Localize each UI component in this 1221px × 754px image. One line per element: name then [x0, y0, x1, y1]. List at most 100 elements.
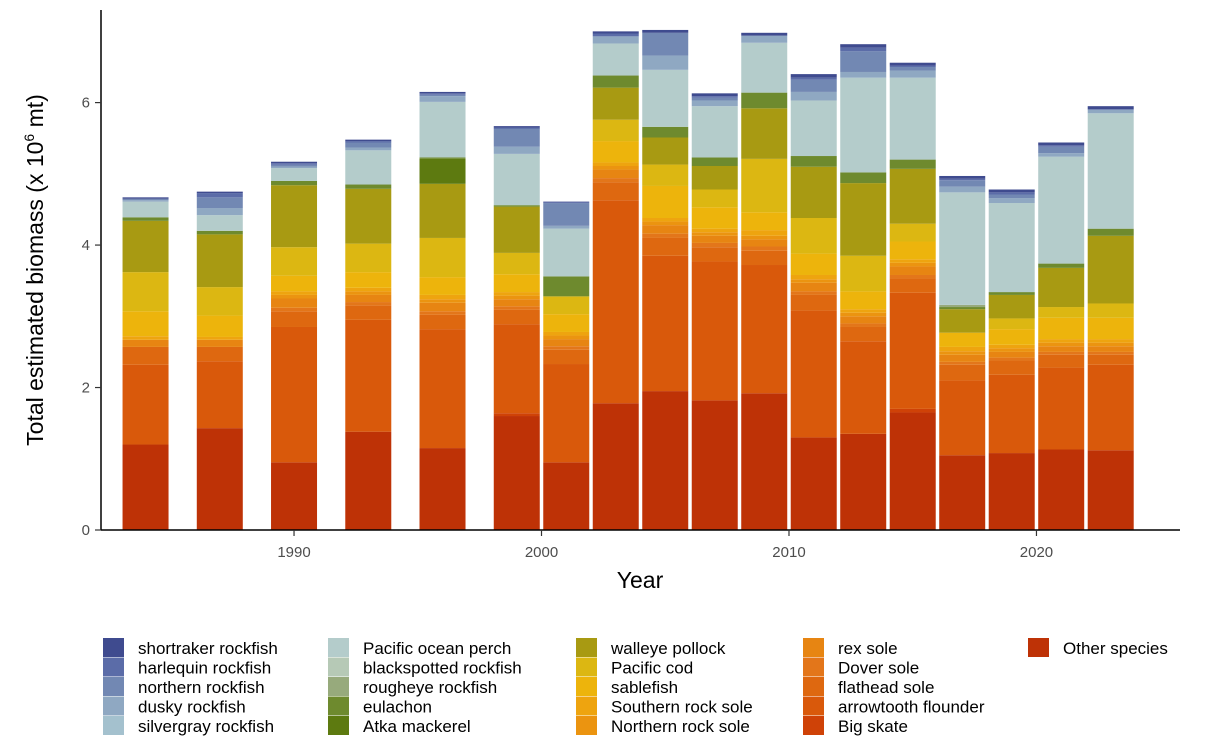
bar-segment-2019-dusky-rockfish — [988, 198, 1035, 204]
bar-segment-1984-dusky-rockfish — [122, 200, 169, 202]
bar-segment-2021-other-species — [1038, 449, 1085, 530]
y-tick-label-6: 6 — [82, 95, 90, 112]
bar-segment-2005-pacific-cod — [642, 164, 689, 186]
legend-swatch-silvergray-rockfish — [103, 716, 124, 735]
bar-segment-2019-southern-rock-sole — [988, 344, 1035, 349]
bar-segment-2001-pacific-cod — [543, 296, 590, 315]
bar-segment-1996-other-species — [419, 448, 466, 530]
bar-segment-1993-flathead-sole — [345, 305, 392, 320]
bar-segment-2019-rex-sole — [988, 351, 1035, 358]
bar-segment-2015-pacific-ocean-perch — [889, 77, 936, 160]
bar-segment-2009-northern-rock-sole — [741, 235, 788, 240]
x-tick-label-2000: 2000 — [525, 544, 558, 561]
x-axis-title: Year — [617, 567, 664, 593]
bar-segment-2015-big-skate — [889, 408, 936, 413]
bar-segment-1990-pacific-ocean-perch — [271, 168, 318, 181]
bar-segment-1984-southern-rock-sole — [122, 336, 169, 340]
bar-segment-1987-other-species — [196, 428, 243, 530]
bar-segment-2021-walleye-pollock — [1038, 267, 1085, 308]
y-tick-label-0: 0 — [82, 522, 90, 539]
bar-segment-1993-dover-sole — [345, 302, 392, 306]
bar-segment-2019-shortraker-rockfish — [988, 189, 1035, 193]
bar-segment-2009-southern-rock-sole — [741, 230, 788, 236]
bar-segment-2001-southern-rock-sole — [543, 331, 590, 336]
bar-segment-2015-sablefish — [889, 241, 936, 260]
bar-segment-1996-shortraker-rockfish — [419, 91, 466, 94]
bar-segment-2007-dusky-rockfish — [691, 100, 738, 107]
bar-segment-2021-rex-sole — [1038, 346, 1085, 352]
bar-segment-2011-flathead-sole — [790, 294, 837, 311]
bar-segment-1993-shortraker-rockfish — [345, 139, 392, 142]
bar-segment-2019-eulachon — [988, 292, 1035, 295]
bar-segment-1984-shortraker-rockfish — [122, 197, 169, 199]
legend-swatch-harlequin-rockfish — [103, 657, 124, 677]
bar-segment-1996-flathead-sole — [419, 314, 466, 330]
bar-segment-2019-northern-rock-sole — [988, 348, 1035, 352]
bar-segment-2015-dusky-rockfish — [889, 70, 936, 78]
bar-segment-2007-pacific-cod — [691, 189, 738, 208]
bar-segment-1990-shortraker-rockfish — [271, 161, 318, 164]
bar-segment-1996-dover-sole — [419, 311, 466, 315]
bar-segment-1996-harlequin-rockfish — [419, 93, 466, 95]
bar-segment-2013-pacific-cod — [840, 255, 887, 292]
bar-segment-2007-sablefish — [691, 207, 738, 229]
bar-segment-2015-walleye-pollock — [889, 168, 936, 224]
bar-segment-2013-dusky-rockfish — [840, 71, 887, 78]
bar-segment-1990-arrowtooth-flounder — [271, 326, 318, 463]
legend-label-big-skate: Big skate — [838, 717, 908, 736]
bar-segment-1990-other-species — [271, 462, 318, 530]
bar-segment-2021-northern-rockfish — [1038, 146, 1085, 154]
bar-segment-2019-other-species — [988, 453, 1035, 530]
bar-segment-2005-dover-sole — [642, 233, 689, 238]
bar-segment-1984-rex-sole — [122, 339, 169, 347]
legend-swatch-pacific-ocean-perch — [328, 638, 349, 657]
bar-segment-2015-northern-rockfish — [889, 66, 936, 71]
bar-segment-1996-rex-sole — [419, 302, 466, 312]
legend-label-rex-sole: rex sole — [838, 639, 898, 658]
bar-segment-2017-rougheye-rockfish — [939, 304, 986, 308]
bar-segment-1987-southern-rock-sole — [196, 336, 243, 340]
bar-segment-2003-pacific-ocean-perch — [592, 43, 639, 76]
bar-segment-2023-harlequin-rockfish — [1087, 109, 1134, 110]
legend-swatch-blackspotted-rockfish — [328, 657, 349, 677]
bar-segment-2019-dover-sole — [988, 357, 1035, 361]
legend-swatch-other-species — [1028, 638, 1049, 657]
legend-swatch-shortraker-rockfish — [103, 638, 124, 657]
bar-segment-2005-sablefish — [642, 185, 689, 218]
bar-segment-2013-shortraker-rockfish — [840, 44, 887, 48]
y-tick-label-2: 2 — [82, 380, 90, 397]
bar-segment-1984-northern-rockfish — [122, 198, 169, 201]
bar-segment-1993-northern-rockfish — [345, 142, 392, 148]
bar-segment-2015-rex-sole — [889, 266, 936, 275]
bar-segment-2009-dover-sole — [741, 246, 788, 251]
bar-segment-1987-dusky-rockfish — [196, 208, 243, 216]
bar-segment-1996-arrowtooth-flounder — [419, 329, 466, 449]
bar-segment-2017-harlequin-rockfish — [939, 178, 986, 181]
x-tick-label-1990: 1990 — [277, 544, 310, 561]
bar-segment-1984-other-species — [122, 444, 169, 530]
bar-segment-2007-shortraker-rockfish — [691, 93, 738, 97]
bar-segment-2011-southern-rock-sole — [790, 274, 837, 280]
bar-segment-2007-southern-rock-sole — [691, 228, 738, 233]
bar-segment-2021-southern-rock-sole — [1038, 339, 1085, 343]
bar-segment-2011-sablefish — [790, 253, 837, 275]
bar-segment-2001-eulachon — [543, 276, 590, 297]
bar-segment-2013-eulachon — [840, 172, 887, 184]
bar-segment-2011-eulachon — [790, 156, 837, 167]
bar-segment-2011-dusky-rockfish — [790, 91, 837, 101]
legend-swatch-rougheye-rockfish — [328, 677, 349, 696]
bar-segment-1990-rex-sole — [271, 298, 318, 308]
bar-segment-2003-arrowtooth-flounder — [592, 200, 639, 404]
bar-segment-2011-dover-sole — [790, 291, 837, 295]
x-tick-label-2020: 2020 — [1020, 544, 1053, 561]
bar-segment-2011-northern-rockfish — [790, 79, 837, 92]
bar-segment-2023-sablefish — [1087, 317, 1134, 340]
bar-segment-2019-pacific-cod — [988, 318, 1035, 330]
bar-segment-2009-arrowtooth-flounder — [741, 265, 788, 394]
bar-segment-2007-harlequin-rockfish — [691, 96, 738, 98]
bar-segment-1990-dusky-rockfish — [271, 166, 318, 169]
legend-label-rougheye-rockfish: rougheye rockfish — [363, 678, 497, 697]
bar-segment-2015-flathead-sole — [889, 278, 936, 293]
bar-segment-2013-southern-rock-sole — [840, 309, 887, 313]
bar-segment-2015-dover-sole — [889, 274, 936, 279]
